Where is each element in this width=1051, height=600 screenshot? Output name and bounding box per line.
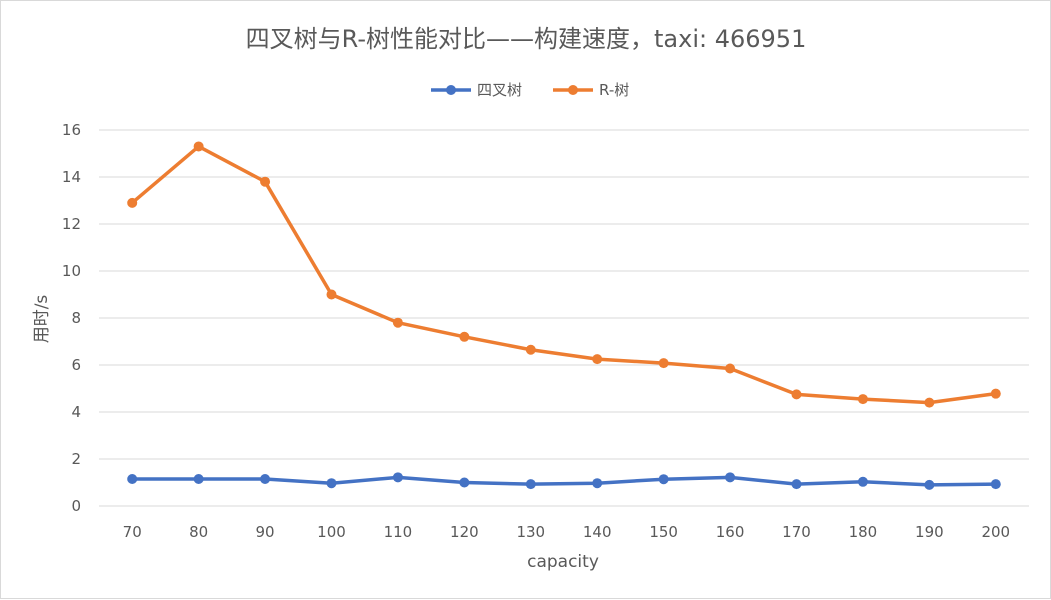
data-point: [127, 473, 138, 484]
x-tick-label: 90: [256, 523, 275, 541]
legend: 四叉树 R-树: [431, 81, 629, 99]
y-tick-label: 6: [71, 356, 81, 374]
x-tick-label: 160: [716, 523, 745, 541]
series-line-0: [130, 475, 998, 487]
y-tick-label: 8: [71, 309, 81, 327]
legend-label: 四叉树: [477, 81, 522, 99]
data-point: [326, 289, 337, 300]
y-tick-label: 10: [62, 262, 81, 280]
y-tick-label: 0: [71, 497, 81, 515]
data-point: [326, 478, 337, 489]
data-point: [791, 389, 802, 400]
y-tick-label: 14: [62, 168, 81, 186]
data-point: [392, 317, 403, 328]
data-point: [260, 176, 271, 187]
data-point: [990, 479, 1001, 490]
y-tick-label: 12: [62, 215, 81, 233]
data-point: [592, 478, 603, 489]
data-point: [525, 344, 536, 355]
legend-entry-0: 四叉树: [431, 81, 522, 99]
data-point: [990, 388, 1001, 399]
data-point: [924, 397, 935, 408]
legend-entry-1: R-树: [553, 81, 629, 99]
data-point: [857, 394, 868, 405]
series-layer: [127, 141, 1001, 490]
x-tick-label: 120: [450, 523, 479, 541]
legend-swatch-marker: [446, 85, 456, 95]
grid: [99, 129, 1029, 507]
data-point: [658, 358, 669, 369]
x-tick-label: 180: [849, 523, 878, 541]
data-point: [725, 472, 736, 483]
data-point: [924, 479, 935, 490]
data-point: [459, 477, 470, 488]
x-tick-label: 150: [649, 523, 678, 541]
data-point: [525, 479, 536, 490]
data-point: [127, 197, 138, 208]
data-point: [592, 354, 603, 365]
chart-title: 四叉树与R-树性能对比——构建速度，taxi: 466951: [246, 25, 807, 53]
data-point: [791, 479, 802, 490]
y-tick-label: 16: [62, 121, 81, 139]
series-0: [127, 472, 1001, 490]
x-tick-label: 190: [915, 523, 944, 541]
x-axis-ticks: 70 80 90 100 110 120 130 140 150 160 170 180 190 200: [123, 523, 1010, 541]
x-tick-label: 70: [123, 523, 142, 541]
y-axis-title: 用时/s: [32, 295, 52, 344]
x-tick-label: 170: [782, 523, 811, 541]
data-point: [193, 141, 204, 152]
y-tick-label: 2: [71, 450, 81, 468]
data-point: [857, 476, 868, 487]
legend-swatch-marker: [568, 85, 578, 95]
y-axis-ticks: 0 2 4 6 8 10 12 14 16: [62, 121, 81, 515]
series-line-1: [130, 144, 998, 405]
x-tick-label: 140: [583, 523, 612, 541]
data-point: [725, 363, 736, 374]
x-axis-title: capacity: [527, 552, 599, 572]
data-point: [459, 331, 470, 342]
x-tick-label: 100: [317, 523, 346, 541]
x-tick-label: 80: [189, 523, 208, 541]
data-point: [658, 474, 669, 485]
data-point: [260, 473, 271, 484]
data-point: [392, 472, 403, 483]
series-1: [127, 141, 1001, 408]
y-tick-label: 4: [71, 403, 81, 421]
x-tick-label: 110: [384, 523, 413, 541]
legend-label: R-树: [599, 81, 629, 99]
data-point: [193, 473, 204, 484]
x-tick-label: 130: [516, 523, 545, 541]
x-tick-label: 200: [981, 523, 1010, 541]
